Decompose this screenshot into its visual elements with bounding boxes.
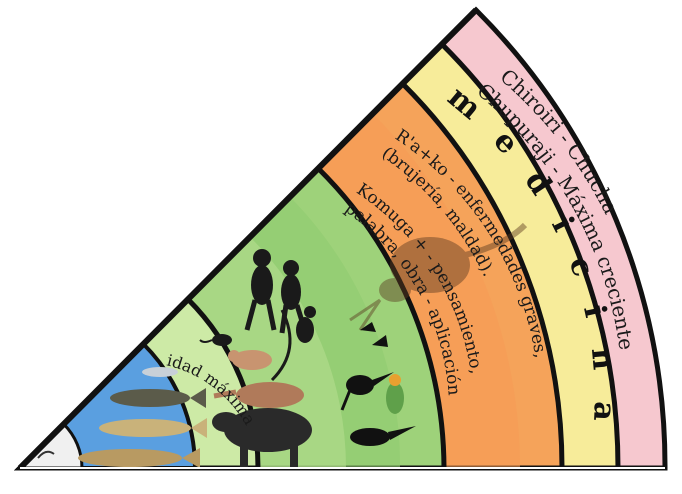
anteater-icon bbox=[213, 382, 304, 408]
bird-icon bbox=[360, 322, 388, 347]
monkey-icon bbox=[244, 249, 316, 382]
tapir-icon bbox=[212, 408, 312, 467]
toucan-icon bbox=[340, 372, 416, 446]
mouse-icon bbox=[199, 334, 232, 346]
parrot-icon bbox=[386, 374, 404, 414]
capybara-icon bbox=[228, 350, 272, 370]
fan-frame bbox=[17, 7, 665, 471]
opossum-icon bbox=[349, 222, 528, 331]
fish-icon bbox=[78, 367, 207, 468]
illustrations bbox=[78, 222, 528, 468]
